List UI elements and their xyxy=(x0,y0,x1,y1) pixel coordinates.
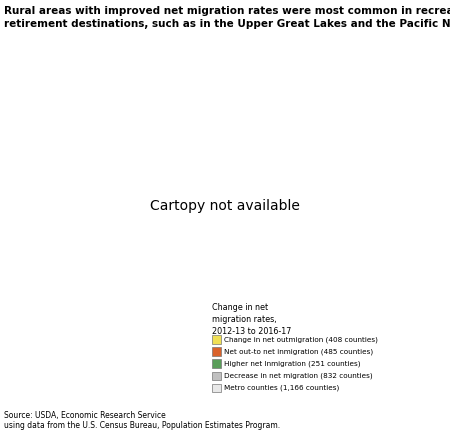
Text: Decrease in net migration (832 counties): Decrease in net migration (832 counties) xyxy=(224,372,373,379)
Text: Rural areas with improved net migration rates were most common in recreation and: Rural areas with improved net migration … xyxy=(4,6,450,29)
Text: Change in net
migration rates,
2012-13 to 2016-17: Change in net migration rates, 2012-13 t… xyxy=(212,303,291,336)
Text: Higher net Inmigration (251 counties): Higher net Inmigration (251 counties) xyxy=(224,360,360,367)
Text: Net out-to net inmigration (485 counties): Net out-to net inmigration (485 counties… xyxy=(224,348,373,355)
Text: Change in net outmigration (408 counties): Change in net outmigration (408 counties… xyxy=(224,336,378,343)
Text: Cartopy not available: Cartopy not available xyxy=(150,200,300,213)
Text: Source: USDA, Economic Research Service
using data from the U.S. Census Bureau, : Source: USDA, Economic Research Service … xyxy=(4,411,281,430)
Text: Metro counties (1,166 counties): Metro counties (1,166 counties) xyxy=(224,384,339,391)
